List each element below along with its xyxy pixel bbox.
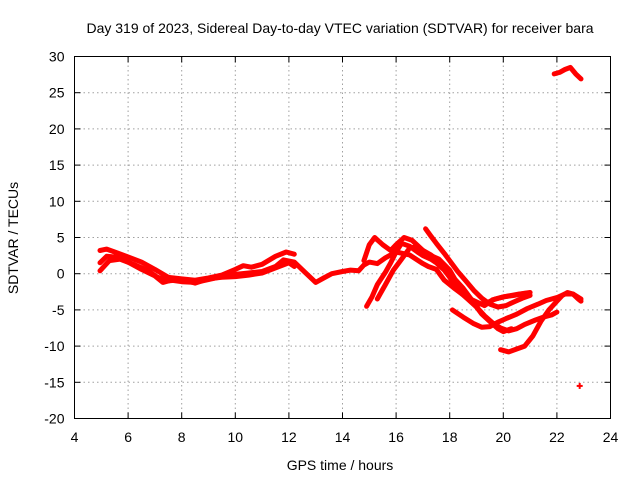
y-tick-label: 25	[49, 85, 65, 101]
x-axis-title: GPS time / hours	[287, 457, 394, 473]
x-tick-label: 18	[442, 429, 458, 445]
series-track-3	[97, 256, 297, 286]
y-tick-label: 20	[49, 121, 65, 137]
y-tick-label: 10	[49, 193, 65, 209]
point-outlier	[576, 382, 583, 389]
tick-labels: 4 6 8 10 12 14 16 18 20 22 24 -20 -15 -10 -5 0 5 10 15 20 25…	[44, 49, 618, 446]
x-tick-label: 16	[388, 429, 404, 445]
series-track-7	[423, 226, 533, 310]
x-tick-label: 10	[228, 429, 244, 445]
x-tick-label: 22	[549, 429, 565, 445]
series-layer	[97, 64, 584, 389]
x-tick-label: 20	[496, 429, 512, 445]
x-tick-label: 14	[335, 429, 351, 445]
chart-title: Day 319 of 2023, Sidereal Day-to-day VTE…	[86, 20, 593, 36]
y-tick-label: 15	[49, 157, 65, 173]
x-tick-label: 24	[603, 429, 619, 445]
y-tick-label: 30	[49, 49, 65, 65]
y-axis-title: SDTVAR / TECUs	[5, 182, 21, 294]
x-tick-label: 12	[281, 429, 297, 445]
x-tick-label: 4	[71, 429, 79, 445]
x-tick-label: 6	[124, 429, 132, 445]
y-tick-label: -5	[52, 302, 65, 318]
grid-lines	[74, 56, 611, 419]
y-tick-label: -20	[44, 411, 64, 427]
y-tick-label: 5	[57, 230, 65, 246]
series-track-5	[364, 240, 514, 335]
y-tick-label: 0	[57, 266, 65, 282]
series-track-9	[498, 290, 584, 355]
y-tick-label: -15	[44, 374, 64, 390]
x-tick-label: 8	[178, 429, 186, 445]
y-tick-label: -10	[44, 338, 64, 354]
tick-marks	[74, 56, 611, 419]
series-track-6	[374, 243, 530, 307]
series-track-10	[551, 64, 584, 82]
